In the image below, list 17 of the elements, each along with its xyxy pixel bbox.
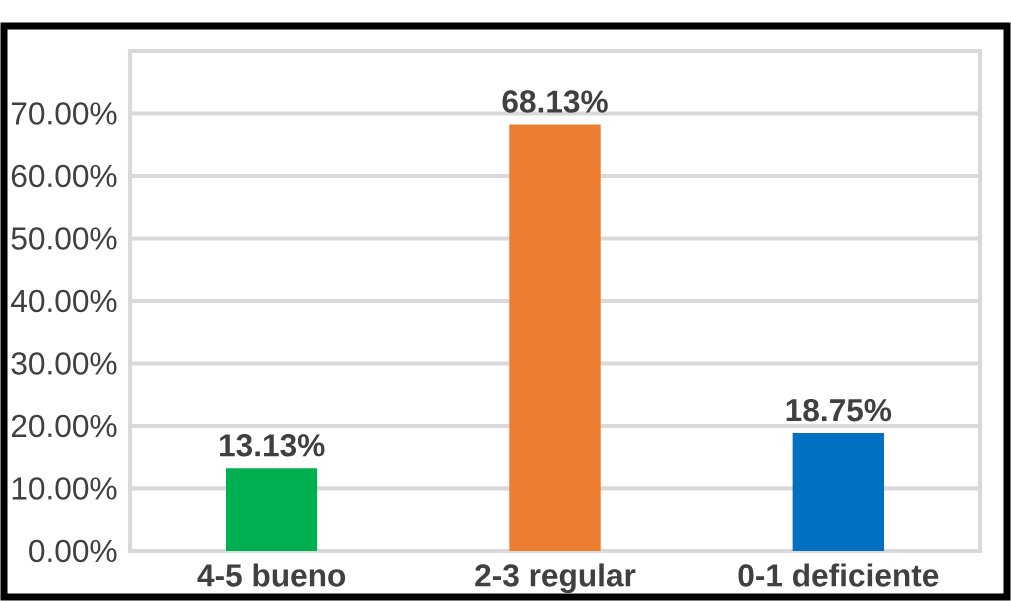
x-tick-label: 2-3 regular [475, 563, 636, 594]
y-tick-label: 40.00% [11, 289, 117, 313]
y-tick-label: 60.00% [11, 164, 117, 188]
x-tick-label: 0-1 deficiente [738, 563, 939, 587]
y-tick-label: 50.00% [11, 227, 117, 250]
y-tick-label: 70.00% [11, 102, 117, 125]
x-tick-label: 4-5 bueno [197, 563, 346, 587]
y-tick-label: 20.00% [11, 414, 117, 438]
data-label: 13.13% [220, 434, 325, 457]
data-label: 18.75% [786, 398, 892, 422]
data-label: 68.13% [502, 90, 608, 113]
bar [792, 433, 885, 551]
bar [225, 468, 318, 551]
y-tick-label: 0.00% [29, 539, 117, 563]
bar [509, 124, 601, 551]
y-tick-label: 10.00% [12, 477, 117, 500]
y-tick-label: 30.00% [11, 352, 117, 375]
